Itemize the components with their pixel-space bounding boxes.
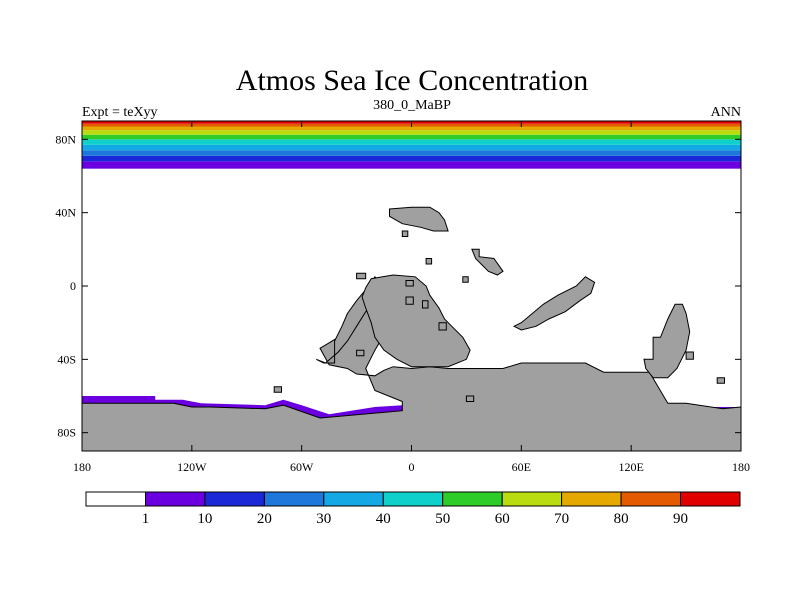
map-plot-area [82,121,741,451]
land-masses [82,206,741,451]
chart-subtitle: 380_0_MaBP [373,98,451,113]
land-small-island-l [465,395,475,402]
colorbar-swatch-10 [680,491,741,507]
colorbar-label-7: 70 [554,511,569,527]
arctic-ice-band-5 [82,134,741,140]
arctic-ice-band-1 [82,155,741,162]
y-tick-label-2: 0 [70,279,76,293]
land-north-block [389,206,449,232]
colorbar-swatch-4 [323,491,384,507]
land-small-island-i [685,351,694,360]
land-australia-block [643,303,691,379]
y-tick-label-4: 80S [57,426,76,440]
colorbar-swatch-6 [442,491,503,507]
colorbar-swatch-7 [501,491,563,507]
x-tick-label-2: 60W [290,460,314,474]
land-india-block [512,276,596,331]
colorbar-label-3: 30 [316,511,331,527]
y-tick-label-0: 80N [55,132,76,146]
land-small-island-f [422,300,429,309]
x-tick-label-6: 180 [732,460,750,474]
x-tick-label-3: 0 [409,460,415,474]
colorbar-swatch-5 [382,491,444,507]
land-small-island-g [438,322,447,331]
arctic-ice-band-2 [82,150,741,156]
colorbar-label-9: 90 [673,511,688,527]
x-tick-label-5: 120E [618,460,643,474]
land-small-island-e [405,296,414,305]
arctic-ice-band-4 [82,139,741,145]
arctic-ice-band-7 [82,126,741,131]
longitude-axis: 180 120W 60W 0 60E 120E 180 [73,121,750,474]
land-small-island-c [462,276,469,283]
arctic-ice-band-6 [82,130,741,135]
x-tick-label-1: 120W [177,460,207,474]
arctic-ice-bands [82,121,741,169]
latitude-axis: 80N 40N 0 40S 80S [55,132,741,440]
colorbar-label-4: 40 [376,511,391,527]
colorbar-label-2: 20 [257,511,272,527]
colorbar-swatch-1 [145,491,206,507]
experiment-label: Expt = teXyy [82,105,158,120]
y-tick-label-1: 40N [55,206,76,220]
arctic-ice-band-3 [82,144,741,151]
land-east-north-block [471,248,504,276]
colorbar-swatch-0 [85,491,146,507]
land-small-island-k [273,386,282,393]
land-small-island-a [401,230,409,237]
land-africa [361,274,471,368]
land-small-west-island [356,272,367,280]
colorbar-label-8: 80 [614,511,629,527]
x-tick-label-0: 180 [73,460,91,474]
colorbar-label-0: 1 [142,511,150,527]
colorbar-swatch-2 [204,491,265,507]
colorbar: 1 10 20 30 40 50 60 70 80 90 [85,491,741,527]
arctic-ice-band-0 [82,161,741,169]
land-small-island-j [716,377,725,384]
colorbar-swatch-8 [561,491,622,507]
land-small-island-h [356,349,365,357]
colorbar-swatch-3 [263,491,325,507]
colorbar-label-5: 50 [435,511,450,527]
y-tick-label-3: 40S [57,352,76,366]
chart-title: Atmos Sea Ice Concentration [236,64,588,97]
season-label: ANN [711,105,741,120]
land-small-island-d [405,280,414,287]
colorbar-label-6: 60 [495,511,510,527]
x-tick-label-4: 60E [512,460,531,474]
land-small-island-b [425,258,433,265]
colorbar-label-1: 10 [197,511,212,527]
colorbar-swatch-9 [620,491,682,507]
